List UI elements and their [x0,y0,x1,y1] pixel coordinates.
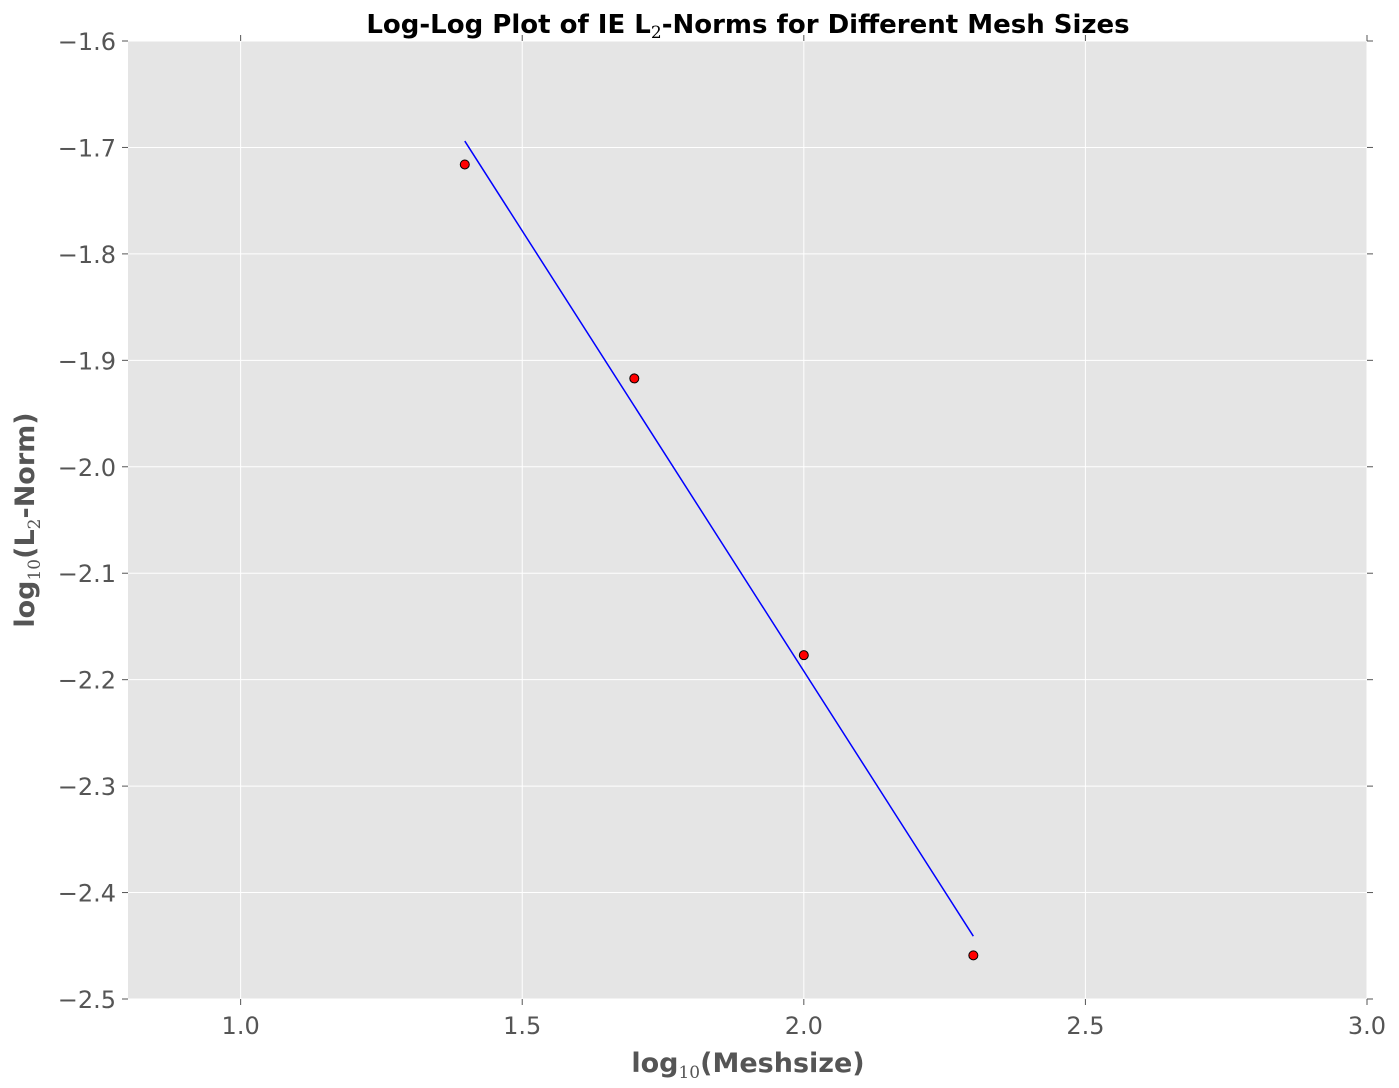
y-tick-label: −1.8 [58,241,116,269]
x-axis-label: log10(Meshsize) [631,1048,864,1083]
y-tick-label: −1.9 [58,347,116,375]
data-point [459,159,470,170]
chart-title: Log-Log Plot of IE L2-Norms for Differen… [366,10,1129,43]
y-tick-labels: −2.5 −2.4 −2.3 −2.2 −2.1 −2.0 −1.9 −1.8 −1.7 −1.6 [58,28,116,1014]
data-point [798,650,809,661]
fit-line [464,140,974,937]
y-tick-label: −2.3 [58,773,116,801]
x-tick-label: 2.5 [1066,1012,1104,1040]
tick-marks [122,35,1373,1005]
x-tick-label: 1.5 [503,1012,541,1040]
plot-area [128,41,1367,999]
y-tick-label: −2.4 [58,880,116,908]
y-tick-label: −2.5 [58,986,116,1014]
y-axis-label: log10(L2-Norm) [10,412,45,627]
y-tick-label: −1.7 [58,134,116,162]
grid [128,40,1368,1000]
x-tick-label: 1.0 [222,1012,260,1040]
x-tick-label: 2.0 [785,1012,823,1040]
y-tick-label: −2.0 [58,454,116,482]
series [459,140,979,961]
data-point [629,373,640,384]
y-tick-label: −1.6 [58,28,116,56]
x-tick-label: 3.0 [1348,1012,1386,1040]
x-tick-labels: 1.0 1.5 2.0 2.5 3.0 [222,1012,1387,1040]
data-point [968,950,979,961]
y-tick-label: −2.2 [58,667,116,695]
y-tick-label: −2.1 [58,560,116,588]
